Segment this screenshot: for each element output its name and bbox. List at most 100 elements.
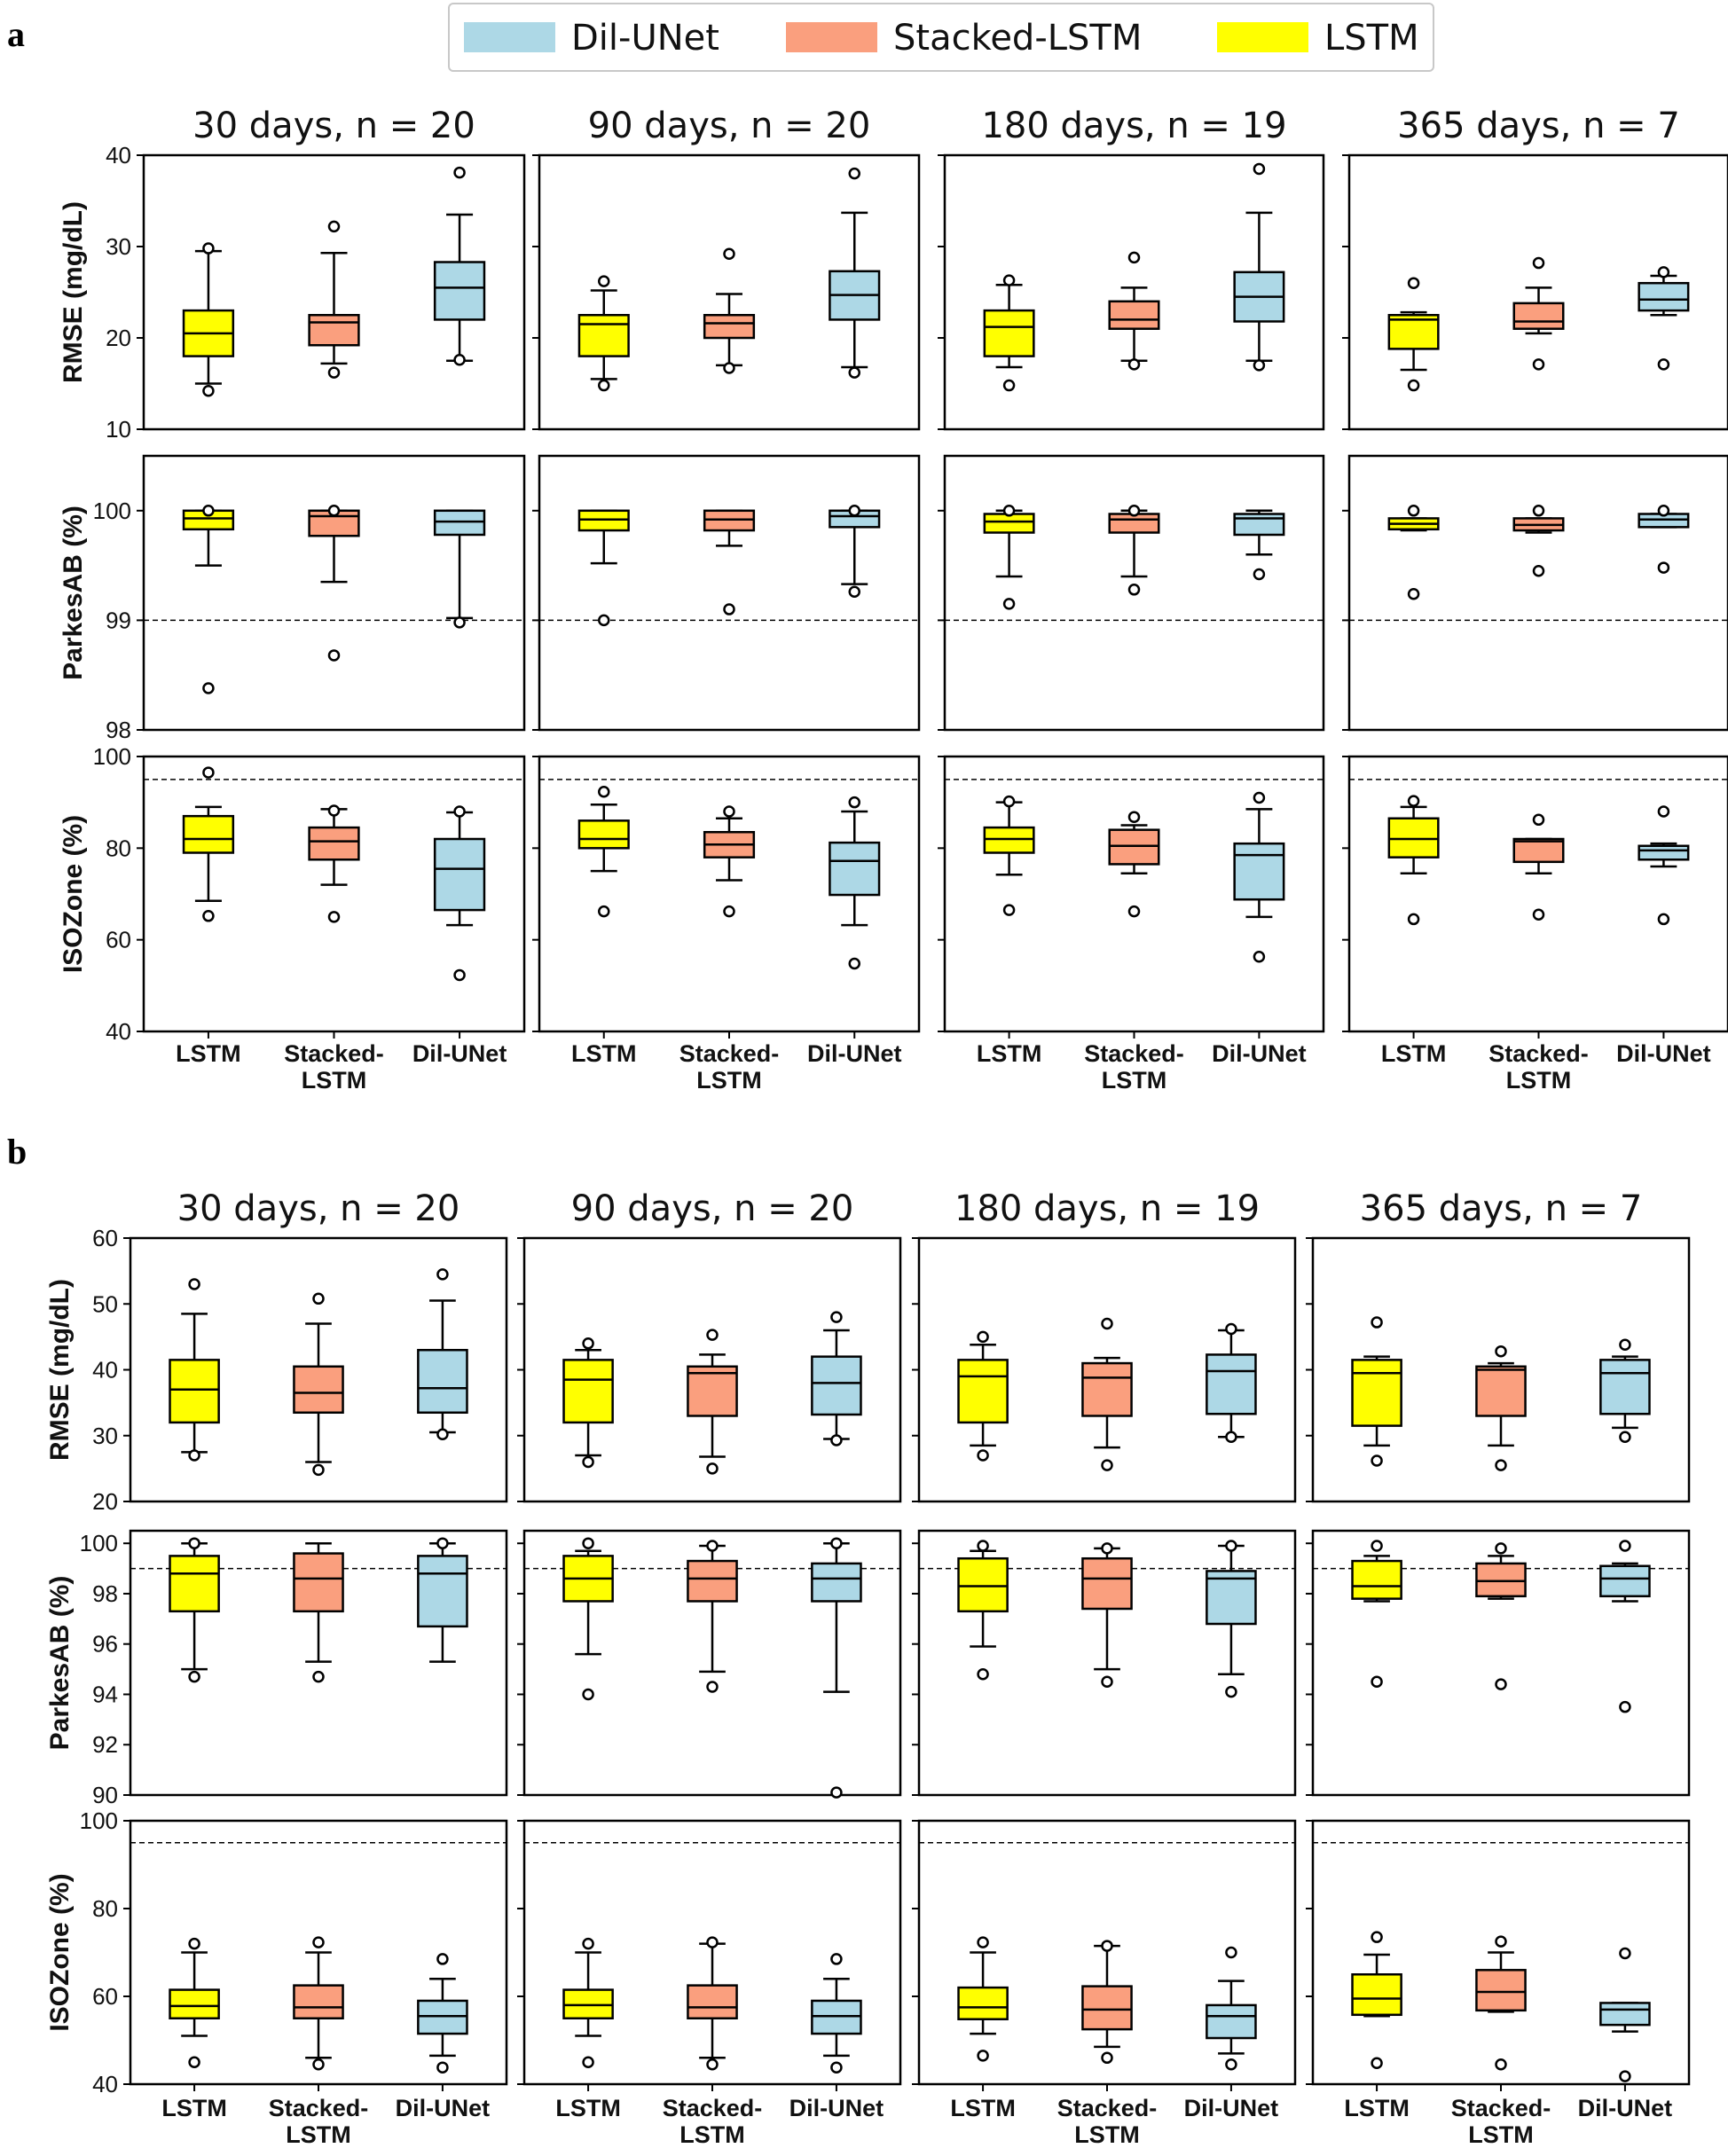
iqr-box xyxy=(983,513,1035,534)
outlier-point xyxy=(582,1537,594,1549)
outlier-point xyxy=(706,1329,719,1341)
y-tick-label: 60 xyxy=(106,927,131,953)
box-lstm xyxy=(169,1937,220,2068)
legend: Dil-UNet Stacked-LSTM LSTM xyxy=(448,3,1434,72)
iqr-box xyxy=(308,826,360,861)
box-dil-unet xyxy=(1206,1322,1257,1443)
outlier-point xyxy=(202,910,215,922)
outlier-point xyxy=(1101,1940,1113,1952)
box-stacked-lstm xyxy=(703,247,756,374)
x-tick-label: Dil-UNet xyxy=(412,1040,507,1067)
column-title: 30 days, n = 20 xyxy=(192,106,475,146)
iqr-box xyxy=(1108,300,1160,330)
box-stacked-lstm xyxy=(1475,1345,1527,1471)
outlier-point xyxy=(1495,1345,1507,1358)
x-tick-label: Dil-UNet xyxy=(789,2095,884,2121)
y-tick-label: 40 xyxy=(106,1018,131,1045)
iqr-box xyxy=(687,1559,738,1603)
box-dil-unet xyxy=(811,1953,862,2074)
axes-frame xyxy=(1311,1529,1691,1797)
box-dil-unet xyxy=(1206,1540,1257,1698)
y-tick-label: 94 xyxy=(92,1681,118,1707)
iqr-box xyxy=(1387,817,1440,858)
outlier-point xyxy=(202,682,215,694)
iqr-box xyxy=(1475,1969,1527,2012)
subplot-parkesab-1 xyxy=(517,1529,902,1799)
outlier-point xyxy=(977,1540,989,1552)
x-tick-label: LSTM xyxy=(950,2095,1016,2121)
y-tick-label: 96 xyxy=(92,1631,118,1658)
subplot-rmse-3 xyxy=(1306,1236,1691,1503)
subplot-rmse-3 xyxy=(1342,153,1728,431)
iqr-box xyxy=(293,1365,344,1415)
outlier-point xyxy=(977,1330,989,1344)
outlier-point xyxy=(1619,1431,1631,1443)
box-stacked-lstm xyxy=(293,1936,344,2071)
legend-swatch xyxy=(786,22,877,52)
x-tick-label: Stacked- xyxy=(1084,1040,1184,1067)
outlier-point xyxy=(188,1537,200,1549)
outlier-point xyxy=(327,505,341,517)
box-stacked-lstm xyxy=(1475,1542,1527,1690)
iqr-box xyxy=(1351,1973,1402,2017)
y-tick-label: 50 xyxy=(92,1290,118,1317)
outlier-point xyxy=(327,911,341,923)
outlier-point xyxy=(1101,1317,1113,1330)
box-dil-unet xyxy=(1638,266,1690,371)
box-lstm xyxy=(957,1540,1009,1681)
outlier-point xyxy=(436,2061,449,2074)
y-tick-label: 30 xyxy=(92,1423,118,1449)
outlier-point xyxy=(598,614,610,627)
legend-swatch xyxy=(464,22,555,52)
outlier-point xyxy=(1371,1540,1383,1552)
y-tick-label: 99 xyxy=(106,607,131,633)
outlier-point xyxy=(1101,1542,1113,1555)
box-lstm xyxy=(983,274,1035,392)
outlier-point xyxy=(1225,1431,1237,1443)
y-tick-label: 10 xyxy=(106,416,131,443)
outlier-point xyxy=(1495,1459,1507,1471)
y-axis-label: ParkesAB (%) xyxy=(59,506,88,680)
outlier-point xyxy=(706,1681,719,1693)
iqr-box xyxy=(957,1556,1009,1613)
x-tick-label: LSTM xyxy=(555,2095,621,2121)
iqr-box xyxy=(169,1988,220,2019)
axes-frame xyxy=(538,454,921,732)
outlier-point xyxy=(1657,805,1670,818)
outlier-point xyxy=(1225,1946,1237,1959)
subplot-rmse-1 xyxy=(532,153,921,431)
y-tick-label: 80 xyxy=(92,1895,118,1922)
x-tick-label: LSTM xyxy=(679,2121,745,2148)
outlier-point xyxy=(598,786,610,798)
box-lstm xyxy=(957,1330,1009,1462)
subplot-rmse-2 xyxy=(912,1236,1297,1503)
x-tick-label: Stacked- xyxy=(269,2095,369,2121)
column-title: 180 days, n = 19 xyxy=(954,1188,1260,1229)
box-lstm xyxy=(1387,795,1440,926)
box-dil-unet xyxy=(417,1953,468,2074)
iqr-box xyxy=(957,1986,1009,2020)
x-tick-label: LSTM xyxy=(696,1067,762,1094)
legend-item-stacked-lstm: Stacked-LSTM xyxy=(786,18,1142,59)
box-stacked-lstm xyxy=(1108,505,1160,596)
outlier-point xyxy=(1407,505,1420,517)
iqr-box xyxy=(1512,302,1565,330)
iqr-box xyxy=(1081,1556,1133,1611)
x-tick-label: Stacked- xyxy=(663,2095,763,2121)
iqr-box xyxy=(811,1562,862,1603)
outlier-point xyxy=(706,1462,719,1475)
outlier-point xyxy=(1532,358,1545,371)
iqr-box xyxy=(1599,1564,1651,1598)
outlier-point xyxy=(1101,1459,1113,1471)
outlier-point xyxy=(188,1670,200,1683)
box-lstm xyxy=(169,1278,220,1462)
outlier-point xyxy=(312,1670,325,1683)
outlier-point xyxy=(1002,904,1016,916)
x-tick-label: Dil-UNet xyxy=(1212,1040,1307,1067)
outlier-point xyxy=(1127,251,1141,264)
iqr-box xyxy=(417,1348,468,1415)
box-dil-unet xyxy=(1638,805,1690,926)
